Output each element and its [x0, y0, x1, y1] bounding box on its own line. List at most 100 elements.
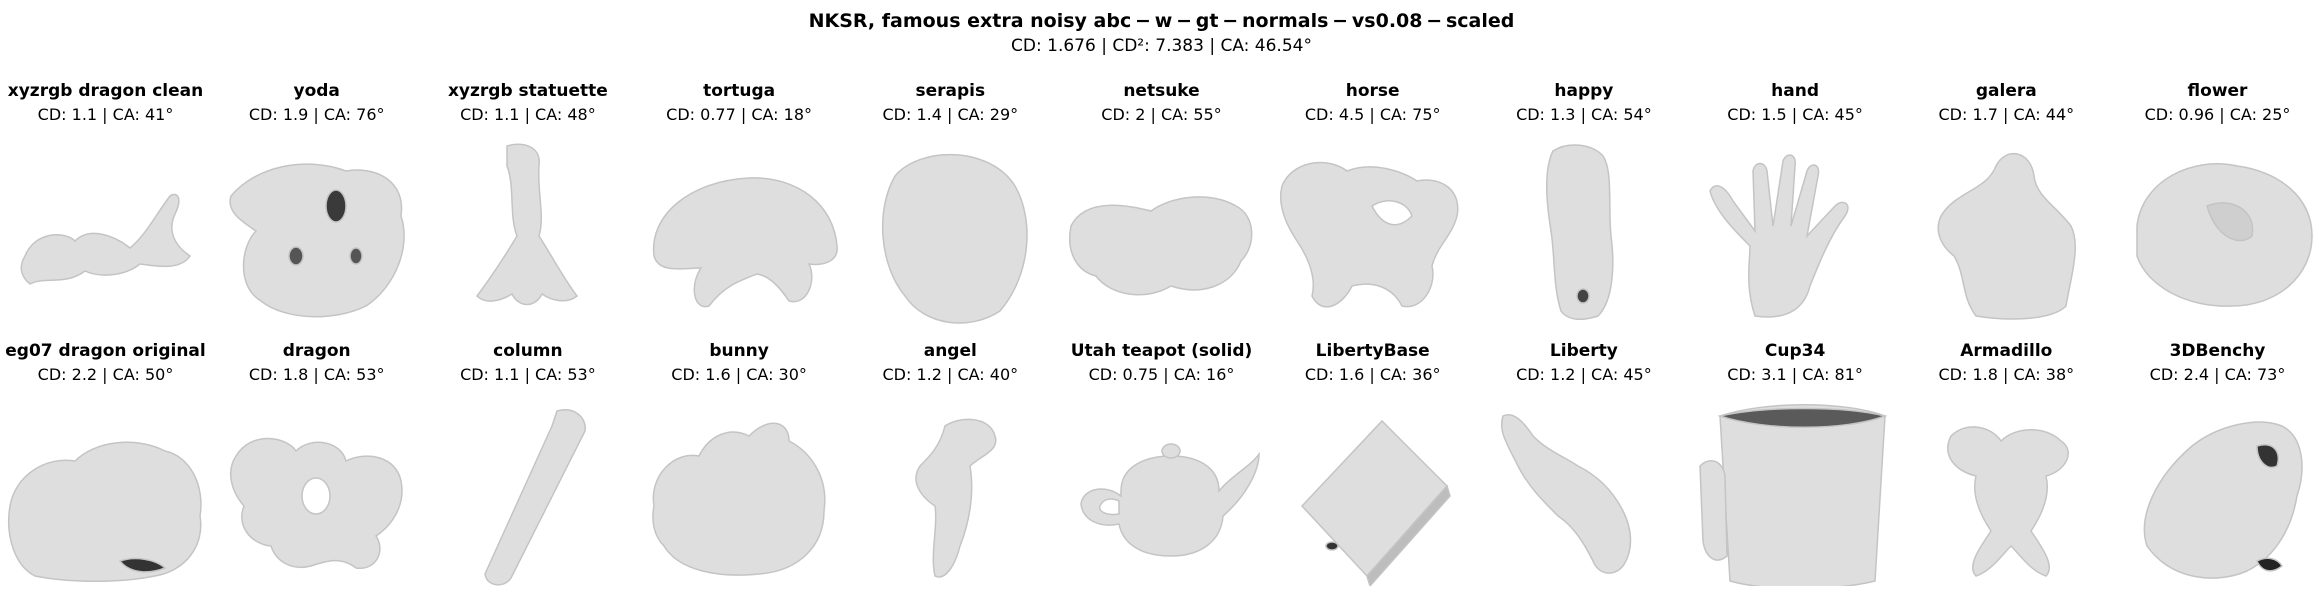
panel-metric: CD: 1.1 | CA: 41°: [37, 105, 174, 124]
panel-title: hand: [1771, 81, 1820, 101]
panel-metric: CD: 1.3 | CA: 54°: [1516, 105, 1652, 124]
panel-grid: xyzrgb dragon clean CD: 1.1 | CA: 41° yoda…: [0, 74, 2323, 594]
mesh-render: [8, 441, 202, 582]
mesh-silhouette: [1280, 161, 1459, 308]
panel: Cup34 CD: 3.1 | CA: 81°: [1690, 334, 1901, 594]
panel-metric: CD: 4.5 | CA: 75°: [1304, 105, 1441, 124]
mesh-render: [476, 143, 579, 306]
mesh-render: [1708, 154, 1849, 318]
panel: tortuga CD: 0.77 | CA: 18°: [634, 74, 845, 334]
panel-title: LibertyBase: [1315, 341, 1430, 361]
panel-title: bunny: [709, 341, 769, 361]
panel-title: happy: [1554, 81, 1614, 101]
panel: flower CD: 0.96 | CA: 25°: [2112, 74, 2323, 334]
mesh-render: [2143, 421, 2303, 579]
panel-metric: CD: 2 | CA: 55°: [1101, 105, 1222, 124]
panel-title: Armadillo: [1960, 341, 2053, 361]
panel-metric: CD: 1.5 | CA: 45°: [1727, 105, 1863, 124]
panel-title: 3DBenchy: [2169, 341, 2266, 361]
panel: 3DBenchy CD: 2.4 | CA: 73°: [2112, 334, 2323, 594]
mesh-silhouette: [1946, 426, 2069, 577]
panel: dragon CD: 1.8 | CA: 53°: [211, 334, 422, 594]
panel: Liberty CD: 1.2 | CA: 45°: [1478, 334, 1689, 594]
panel-metric: CD: 1.1 | CA: 48°: [460, 105, 596, 124]
mesh-render: [1937, 152, 2076, 320]
panel-title: dragon: [282, 341, 351, 361]
mesh-silhouette: [230, 437, 403, 569]
panel-metric: CD: 1.6 | CA: 30°: [671, 365, 807, 384]
mesh-silhouette: [8, 441, 202, 582]
mesh-render: [2136, 163, 2313, 307]
mesh-silhouette: [651, 422, 826, 576]
panel-metric: CD: 1.1 | CA: 53°: [460, 365, 596, 384]
mesh-render: [652, 177, 838, 308]
panel-title: column: [493, 341, 563, 361]
panel-metric: CD: 1.2 | CA: 45°: [1516, 365, 1652, 384]
panel-metric: CD: 1.7 | CA: 44°: [1938, 105, 2075, 124]
mesh-silhouette: [652, 177, 838, 308]
mesh-render: [20, 193, 192, 285]
panel-metric: CD: 2.4 | CA: 73°: [2149, 365, 2286, 384]
mesh-render: [651, 422, 826, 576]
panel: galera CD: 1.7 | CA: 44°: [1901, 74, 2112, 334]
panel: netsuke CD: 2 | CA: 55°: [1056, 74, 1267, 334]
panel-title: xyzrgb dragon clean: [7, 81, 204, 101]
panel-title: tortuga: [703, 81, 776, 101]
mesh-silhouette: [484, 409, 587, 586]
mesh-silhouette: [1937, 152, 2076, 320]
panel-title: Cup34: [1764, 341, 1826, 361]
panel: angel CD: 1.2 | CA: 40°: [845, 334, 1056, 594]
mesh-silhouette: [915, 418, 997, 578]
panel: bunny CD: 1.6 | CA: 30°: [634, 334, 845, 594]
panel-title: flower: [2187, 81, 2248, 101]
panel: Armadillo CD: 1.8 | CA: 38°: [1901, 334, 2112, 594]
mesh-silhouette: [1080, 443, 1260, 557]
mesh-silhouette: [20, 193, 192, 285]
mesh-render: [915, 418, 997, 578]
mesh-render: [1069, 196, 1253, 296]
panel-title: Liberty: [1549, 341, 1618, 361]
mesh-render: [484, 409, 587, 586]
figure-title: NKSR, famous extra noisy abc − w − gt − …: [808, 10, 1515, 32]
panel-metric: CD: 3.1 | CA: 81°: [1727, 365, 1863, 384]
panel-metric: CD: 1.9 | CA: 76°: [248, 105, 385, 124]
mesh-render: [1301, 419, 1452, 586]
panel-metric: CD: 1.4 | CA: 29°: [882, 105, 1019, 124]
panel: xyzrgb statuette CD: 1.1 | CA: 48°: [422, 74, 633, 334]
mesh-silhouette: [1501, 414, 1632, 574]
panel: eg07 dragon original CD: 2.2 | CA: 50°: [0, 334, 211, 594]
mesh-silhouette: [1301, 419, 1452, 586]
panel-metric: CD: 1.6 | CA: 36°: [1304, 365, 1441, 384]
mesh-silhouette: [1069, 196, 1253, 296]
panel-title: angel: [923, 341, 977, 361]
panel-metric: CD: 0.77 | CA: 18°: [666, 105, 812, 124]
panel: happy CD: 1.3 | CA: 54°: [1478, 74, 1689, 334]
mesh-silhouette: [476, 143, 579, 306]
panel-title: Utah teapot (solid): [1070, 341, 1253, 361]
panel: serapis CD: 1.4 | CA: 29°: [845, 74, 1056, 334]
mesh-render: [1280, 161, 1459, 308]
mesh-render: [229, 163, 405, 318]
panel-metric: CD: 0.96 | CA: 25°: [2144, 105, 2291, 124]
figure-summary: CD: 1.676 | CD²: 7.383 | CA: 46.54°: [1011, 36, 1312, 56]
panel: column CD: 1.1 | CA: 53°: [422, 334, 633, 594]
mesh-silhouette: [2143, 421, 2303, 579]
panel-metric: CD: 0.75 | CA: 16°: [1088, 365, 1235, 384]
panel-title: xyzrgb statuette: [447, 81, 608, 101]
panel-title: eg07 dragon original: [5, 341, 206, 361]
panel-title: serapis: [915, 81, 986, 101]
mesh-render: [1501, 414, 1632, 574]
panel-metric: CD: 1.8 | CA: 38°: [1938, 365, 2075, 384]
panel: hand CD: 1.5 | CA: 45°: [1690, 74, 1901, 334]
mesh-render: [230, 437, 403, 569]
figure-title-block: NKSR, famous extra noisy abc − w − gt − …: [0, 8, 2323, 58]
mesh-silhouette: [229, 163, 405, 318]
mesh-render: [1546, 144, 1614, 321]
panel-title: yoda: [293, 81, 340, 101]
panel-title: horse: [1345, 81, 1400, 101]
panel-metric: CD: 1.2 | CA: 40°: [882, 365, 1019, 384]
mesh-silhouette: [881, 153, 1028, 324]
mesh-silhouette: [1708, 154, 1849, 318]
panel-title: netsuke: [1123, 81, 1200, 101]
panel: xyzrgb dragon clean CD: 1.1 | CA: 41°: [0, 74, 211, 334]
